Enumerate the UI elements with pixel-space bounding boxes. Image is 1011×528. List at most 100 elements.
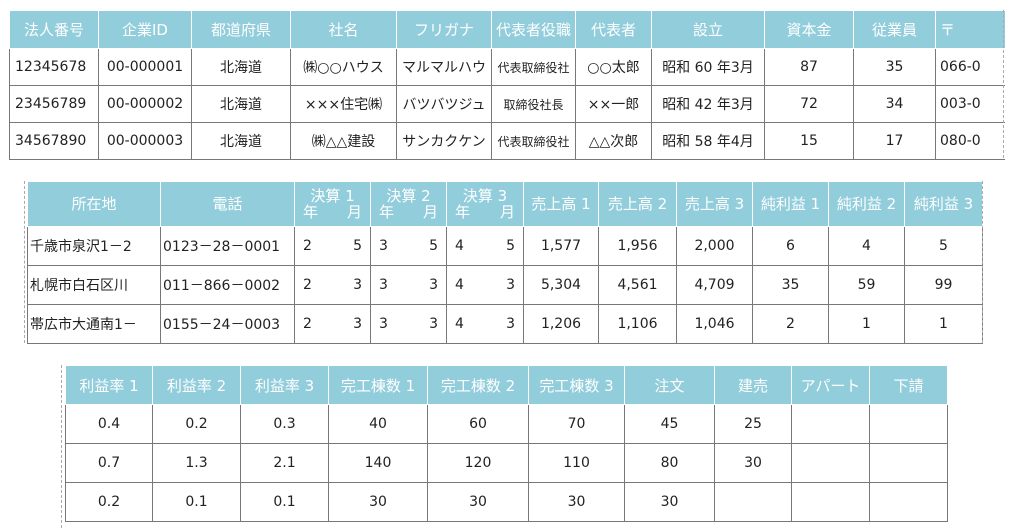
col-header[interactable]: 完工棟数 2 — [427, 365, 529, 405]
table-cell[interactable]: 0155－24－0003 — [160, 304, 295, 344]
table-cell[interactable]: ㈱○○ハウス — [290, 48, 397, 86]
table-cell[interactable]: 4 — [828, 226, 905, 266]
col-header[interactable]: 〒 — [935, 10, 1005, 49]
table-cell[interactable] — [869, 404, 948, 444]
table-cell[interactable]: 30 — [328, 482, 428, 522]
col-header[interactable]: 完工棟数 3 — [528, 365, 625, 405]
table-cell[interactable]: 40 — [328, 404, 428, 444]
table-cell[interactable]: 99 — [904, 265, 983, 305]
table-cell[interactable] — [791, 404, 870, 444]
table-cell[interactable]: 代表取締役社 — [491, 122, 576, 160]
table-cell[interactable]: バツバツジュ — [396, 85, 492, 123]
table-cell[interactable]: 1 — [904, 304, 983, 344]
table-cell[interactable]: 1.3 — [152, 443, 241, 483]
table-cell[interactable]: 2 — [752, 304, 829, 344]
table-cell[interactable]: ××一郎 — [575, 85, 652, 123]
table-cell[interactable]: 0.1 — [240, 482, 329, 522]
table-cell[interactable]: 34567890 — [9, 122, 99, 160]
table-cell[interactable]: 34 — [853, 85, 936, 123]
table-cell[interactable]: 080-0 — [935, 122, 1005, 160]
table-cell[interactable]: 北海道 — [191, 48, 291, 86]
col-header[interactable]: 社名 — [290, 10, 397, 49]
table-cell[interactable]: 35 — [752, 265, 829, 305]
table-cell[interactable]: 30 — [624, 482, 715, 522]
table-cell[interactable]: 北海道 — [191, 85, 291, 123]
table-cell[interactable]: 00-000002 — [98, 85, 192, 123]
col-header[interactable]: 下請 — [869, 365, 948, 405]
table-cell[interactable]: 066-0 — [935, 48, 1005, 86]
col-header[interactable]: 売上高 1 — [523, 181, 599, 227]
col-header[interactable]: アパート — [791, 365, 870, 405]
table-cell[interactable]: 60 — [427, 404, 529, 444]
table-cell[interactable]: 00-000003 — [98, 122, 192, 160]
table-cell[interactable]: 0.2 — [65, 482, 153, 522]
col-header[interactable]: フリガナ — [396, 10, 492, 49]
col-header[interactable]: 建売 — [714, 365, 792, 405]
table-cell[interactable]: 5 — [904, 226, 983, 266]
table-cell[interactable]: 1,046 — [676, 304, 753, 344]
col-header[interactable]: 法人番号 — [9, 10, 99, 49]
table-cell[interactable]: 00-000001 — [98, 48, 192, 86]
col-header[interactable]: 注文 — [624, 365, 715, 405]
col-header[interactable]: 資本金 — [764, 10, 854, 49]
col-header[interactable]: 利益率 1 — [65, 365, 153, 405]
table-cell[interactable]: 2.1 — [240, 443, 329, 483]
table-cell[interactable]: 15 — [764, 122, 854, 160]
table-cell[interactable]: 30 — [528, 482, 625, 522]
table-cell[interactable]: 1,106 — [598, 304, 677, 344]
table-cell[interactable]: 35 — [853, 48, 936, 86]
table-cell[interactable]: 4,709 — [676, 265, 753, 305]
table-cell[interactable]: 0.1 — [152, 482, 241, 522]
table-cell[interactable]: 1,956 — [598, 226, 677, 266]
col-header[interactable]: 売上高 3 — [676, 181, 753, 227]
col-header[interactable]: 純利益 3 — [904, 181, 983, 227]
table-cell[interactable]: 0.3 — [240, 404, 329, 444]
table-cell[interactable]: 0.2 — [152, 404, 241, 444]
table-cell[interactable]: マルマルハウ — [396, 48, 492, 86]
col-header[interactable]: 利益率 2 — [152, 365, 241, 405]
table-cell[interactable]: 昭和 58 年4月 — [651, 122, 765, 160]
table-cell[interactable]: 140 — [328, 443, 428, 483]
table-cell[interactable]: 30 — [714, 443, 792, 483]
table-cell[interactable]: 011－866－0002 — [160, 265, 295, 305]
table-cell[interactable]: 昭和 42 年3月 — [651, 85, 765, 123]
table-cell[interactable]: 2,000 — [676, 226, 753, 266]
table-cell[interactable]: 北海道 — [191, 122, 291, 160]
table-cell[interactable]: 1 — [828, 304, 905, 344]
table-cell[interactable]: 昭和 60 年3月 — [651, 48, 765, 86]
table-cell[interactable]: 120 — [427, 443, 529, 483]
col-header[interactable]: 代表者 — [575, 10, 652, 49]
col-header-settlement[interactable]: 決算 2 年月 — [370, 181, 447, 227]
table-cell[interactable]: 1,206 — [523, 304, 599, 344]
col-header-settlement[interactable]: 決算 1 年月 — [294, 181, 371, 227]
table-cell[interactable] — [791, 482, 870, 522]
table-cell[interactable]: 1,577 — [523, 226, 599, 266]
table-cell[interactable]: 札幌市白石区川 — [27, 265, 161, 305]
table-cell[interactable]: ○○太郎 — [575, 48, 652, 86]
col-header[interactable]: 代表者役職 — [491, 10, 576, 49]
table-cell[interactable]: △△次郎 — [575, 122, 652, 160]
col-header[interactable]: 電話 — [160, 181, 295, 227]
table-cell[interactable]: 87 — [764, 48, 854, 86]
table-cell[interactable]: 80 — [624, 443, 715, 483]
table-cell[interactable]: 0123－28－0001 — [160, 226, 295, 266]
col-header[interactable]: 純利益 1 — [752, 181, 829, 227]
col-header[interactable]: 都道府県 — [191, 10, 291, 49]
col-header[interactable]: 設立 — [651, 10, 765, 49]
table-cell[interactable]: 帯広市大通南1－ — [27, 304, 161, 344]
table-cell[interactable]: 23456789 — [9, 85, 99, 123]
table-cell[interactable]: 12345678 — [9, 48, 99, 86]
table-cell[interactable]: 千歳市泉沢1－2 — [27, 226, 161, 266]
table-cell[interactable]: 0.4 — [65, 404, 153, 444]
table-cell[interactable]: 0.7 — [65, 443, 153, 483]
table-cell[interactable]: 25 — [714, 404, 792, 444]
table-cell[interactable]: 30 — [427, 482, 529, 522]
col-header[interactable]: 所在地 — [27, 181, 161, 227]
